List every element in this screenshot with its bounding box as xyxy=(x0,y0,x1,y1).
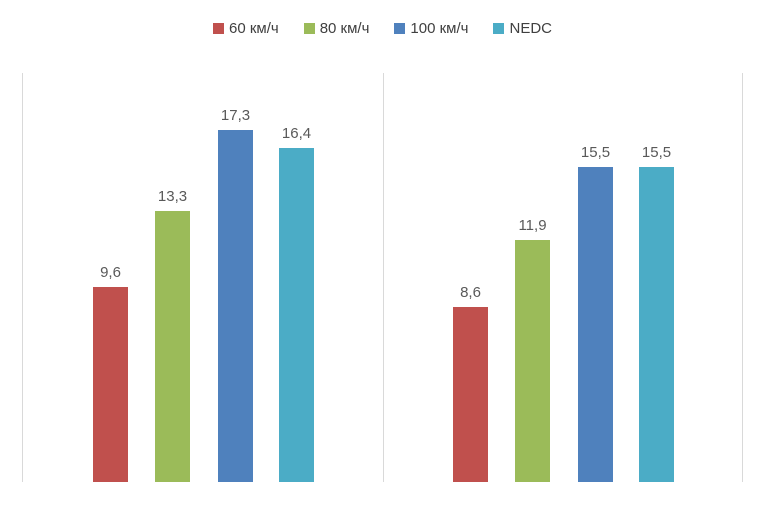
legend: 60 км/ч 80 км/ч 100 км/ч NEDC xyxy=(0,20,765,37)
bar xyxy=(279,148,314,482)
legend-item: NEDC xyxy=(493,20,552,37)
legend-label: 100 км/ч xyxy=(410,20,469,37)
legend-item: 60 км/ч xyxy=(212,20,279,37)
legend-label: NEDC xyxy=(509,20,552,37)
bar-label: 11,9 xyxy=(518,217,547,234)
legend-swatch-icon xyxy=(212,23,224,34)
plot-area: 9,6 13,3 17,3 16,4 8,6 11,9 15,5 15,5 xyxy=(22,73,743,482)
bar xyxy=(93,287,128,482)
legend-item: 80 км/ч xyxy=(303,20,370,37)
legend-swatch-icon xyxy=(303,23,315,34)
bar-label: 15,5 xyxy=(580,144,611,161)
bar xyxy=(453,307,488,482)
legend-swatch-icon xyxy=(394,23,406,34)
bar xyxy=(639,167,674,482)
bar-label: 17,3 xyxy=(220,107,251,124)
bar-label: 15,5 xyxy=(641,144,672,161)
legend-label: 60 км/ч xyxy=(228,20,279,37)
bar-label: 9,6 xyxy=(100,264,121,281)
bar-label: 13,3 xyxy=(157,188,188,205)
legend-item: 100 км/ч xyxy=(394,20,468,37)
bar xyxy=(155,211,190,482)
bar xyxy=(578,167,613,482)
bar xyxy=(218,130,253,482)
legend-swatch-icon xyxy=(493,23,505,34)
bar-label: 8,6 xyxy=(460,284,481,301)
bar xyxy=(515,240,550,482)
legend-label: 80 км/ч xyxy=(319,20,370,37)
panel-divider xyxy=(383,73,384,482)
bar-label: 16,4 xyxy=(281,125,312,142)
